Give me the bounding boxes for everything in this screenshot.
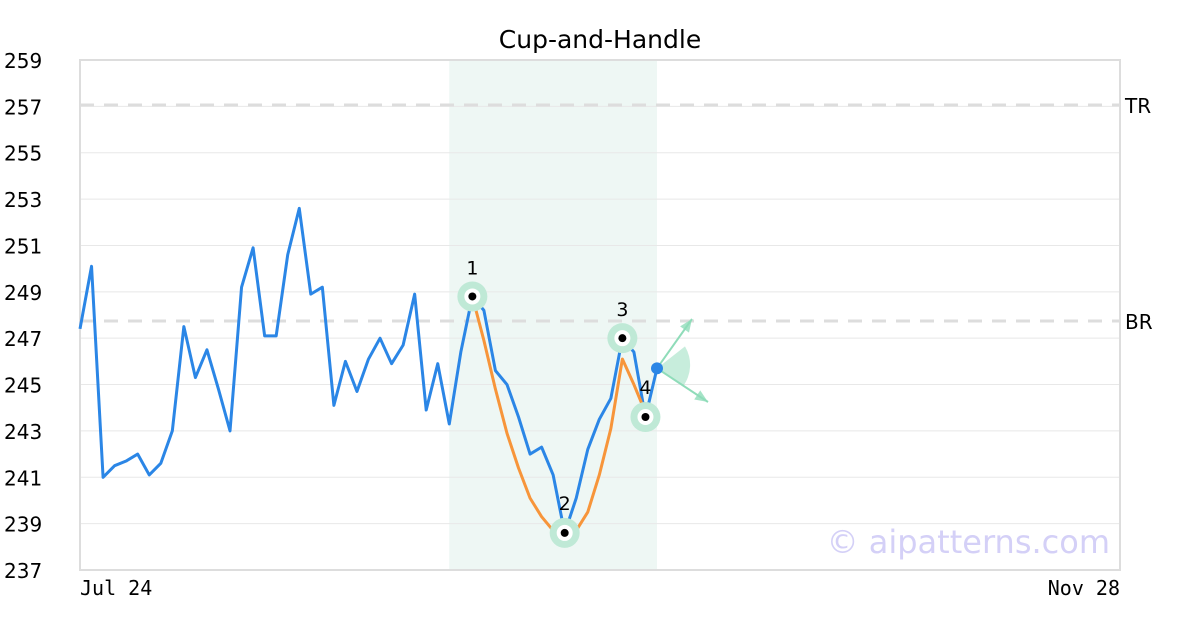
level-label: BR xyxy=(1125,310,1153,334)
y-tick-label: 257 xyxy=(4,95,42,119)
arrow-head xyxy=(680,319,692,333)
y-tick-label: 259 xyxy=(4,49,42,73)
y-tick-label: 247 xyxy=(4,327,42,351)
chart-title: Cup-and-Handle xyxy=(499,25,701,54)
y-tick-label: 239 xyxy=(4,513,42,537)
price-line xyxy=(78,206,659,535)
y-tick-label: 243 xyxy=(4,420,42,444)
level-label: TR xyxy=(1124,94,1151,118)
pivot-label: 2 xyxy=(559,493,571,515)
angle-wedge xyxy=(657,346,691,387)
y-tick-label: 251 xyxy=(4,234,42,258)
pivot-dot xyxy=(618,334,627,343)
y-tick-label: 241 xyxy=(4,466,42,490)
plot-frame xyxy=(79,59,1121,571)
x-tick-label: Nov 28 xyxy=(1048,576,1120,600)
y-tick-label: 253 xyxy=(4,188,42,212)
arrow-head xyxy=(694,390,708,402)
pivot-label: 1 xyxy=(466,257,478,279)
last-price-dot xyxy=(651,362,663,375)
pivot-dot xyxy=(468,292,477,301)
pivot-dot xyxy=(560,528,569,537)
y-tick-label: 245 xyxy=(4,374,42,398)
pivot-label: 4 xyxy=(639,377,651,399)
x-tick-label: Jul 24 xyxy=(80,576,152,600)
y-tick-label: 255 xyxy=(4,142,42,166)
y-tick-label: 237 xyxy=(4,559,42,583)
y-tick-label: 249 xyxy=(4,281,42,305)
watermark: © aipatterns.com xyxy=(827,523,1110,561)
pivot-label: 3 xyxy=(616,299,628,321)
pivot-dot xyxy=(641,413,650,421)
